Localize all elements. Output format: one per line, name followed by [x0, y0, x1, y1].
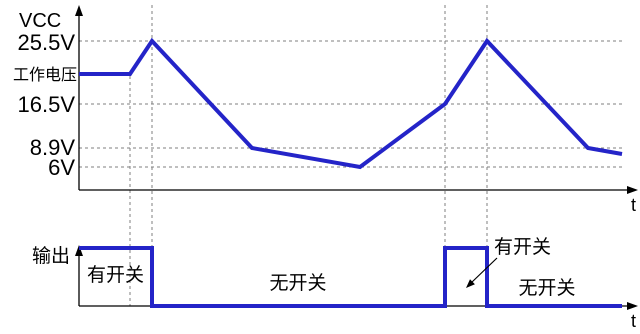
annotation-with-switch-1: 有开关 — [87, 264, 144, 286]
vcc-waveform — [79, 37, 623, 170]
level-label-6v: 6V — [48, 155, 75, 180]
annotation-arrow-line — [470, 257, 498, 284]
axis-arrowheads — [75, 5, 638, 310]
annotation-no-switch-1: 无开关 — [269, 272, 326, 294]
output-axis-label: 输出 — [32, 245, 70, 267]
time-axis-top-arrowhead — [627, 186, 638, 194]
level-label-25-5v: 25.5V — [18, 30, 76, 55]
level-label-working-voltage: 工作电压 — [13, 66, 77, 84]
annotation-no-switch-2: 无开关 — [518, 277, 575, 299]
vcc-axis-arrowhead — [75, 5, 83, 16]
time-axis-label-top: t — [631, 195, 636, 215]
level-label-16-5v: 16.5V — [18, 92, 76, 117]
time-axis-bottom-arrowhead — [627, 302, 638, 310]
level-label-8-9v: 8.9V — [30, 135, 76, 160]
vcc-axis-label: VCC — [19, 10, 61, 32]
output-waveform — [79, 246, 622, 308]
annotation-with-switch-2: 有开关 — [494, 236, 551, 258]
time-markers — [129, 5, 488, 306]
time-axis-label-bottom: t — [631, 311, 636, 331]
labels: VCC 25.5V 工作电压 16.5V 8.9V 6V t 输出 t 有开关 … — [13, 10, 636, 331]
output-axis-arrowhead — [75, 245, 83, 256]
annotation-arrowhead — [466, 279, 475, 288]
